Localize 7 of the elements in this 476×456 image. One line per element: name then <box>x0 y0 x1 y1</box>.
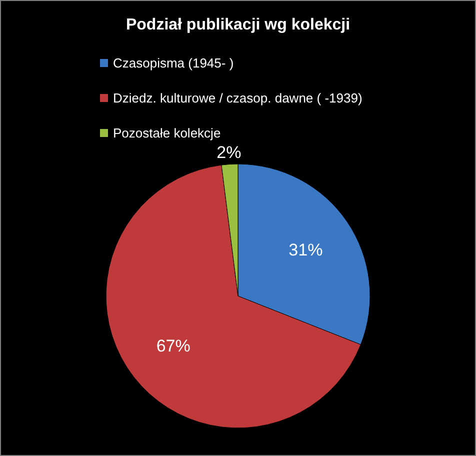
legend-label: Dziedz. kulturowe / czasop. dawne ( -1939) <box>113 90 362 106</box>
data-label: 67% <box>156 336 190 356</box>
data-label: 2% <box>216 142 242 162</box>
legend-label: Czasopisma (1945- ) <box>113 56 234 70</box>
chart-title: Podział publikacji wg kolekcji <box>126 16 350 34</box>
legend-label: Pozostałe kolekcje <box>113 126 221 140</box>
data-label: 31% <box>288 240 323 260</box>
